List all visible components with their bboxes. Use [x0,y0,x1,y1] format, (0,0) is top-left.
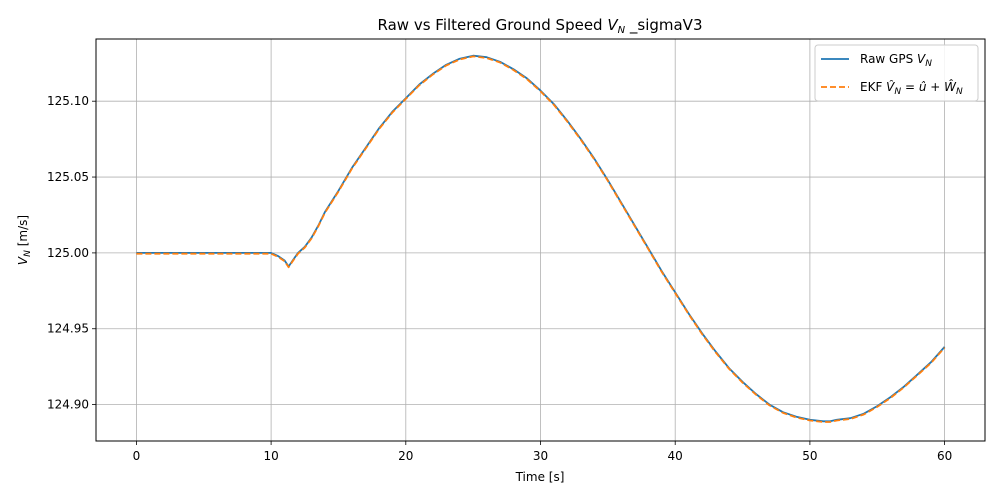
x-axis-title: Time [s] [515,470,565,484]
chart-title-v: V [607,16,619,34]
legend-raw-v: V [917,52,926,66]
y-tick-label: 125.00 [47,246,89,260]
legend-label-raw: Raw GPS VN [860,52,932,69]
legend-ekf-plus: + [926,80,944,94]
legend-ekf-what: Ŵ [944,79,957,94]
legend-label-ekf: EKF V̂N = û + ŴN [860,79,963,97]
legend-box [814,44,979,102]
legend: Raw GPS VN EKF V̂N = û + ŴN [814,44,979,102]
chart-title: Raw vs Filtered Ground Speed VN _sigmaV3 [378,16,703,36]
legend-ekf-uhat: û [919,80,927,94]
series-line-ekf [136,55,946,423]
y-axis-title-v: V [16,256,30,265]
legend-raw-sub: N [925,59,932,69]
x-tick-label: 40 [668,449,683,463]
y-axis-title-sub: N [23,250,33,257]
series-group [136,54,946,423]
x-tick-label: 20 [398,449,413,463]
chart-title-part-1: Raw vs Filtered Ground Speed [378,16,608,34]
legend-ekf-sub2: N [956,87,963,97]
y-axis-title-unit: [m/s] [16,215,30,250]
chart-title-sub: N [618,25,626,36]
legend-ekf-sub1: N [894,87,901,97]
x-tick-label: 0 [133,449,141,463]
x-tick-label: 50 [802,449,817,463]
legend-raw-prefix: Raw GPS [860,52,917,66]
y-tick-label: 125.05 [47,170,89,184]
y-tick-label: 124.95 [47,322,89,336]
x-tick-label: 30 [533,449,548,463]
grid [96,39,985,441]
x-tick-label: 60 [937,449,952,463]
legend-ekf-eq: = [901,80,919,94]
y-tick-label: 125.10 [47,94,89,108]
chart-title-part-2: _sigmaV3 [625,16,702,35]
ticks: 0 10 20 30 40 50 60 124.90 124.95 125.00 125.05 125… [47,94,952,463]
x-tick-label: 10 [263,449,278,463]
y-tick-label: 124.90 [47,398,89,412]
y-axis-title: VN [m/s] [16,215,33,265]
legend-ekf-prefix: EKF [860,80,886,94]
legend-ekf-vhat: V̂ [886,80,895,94]
